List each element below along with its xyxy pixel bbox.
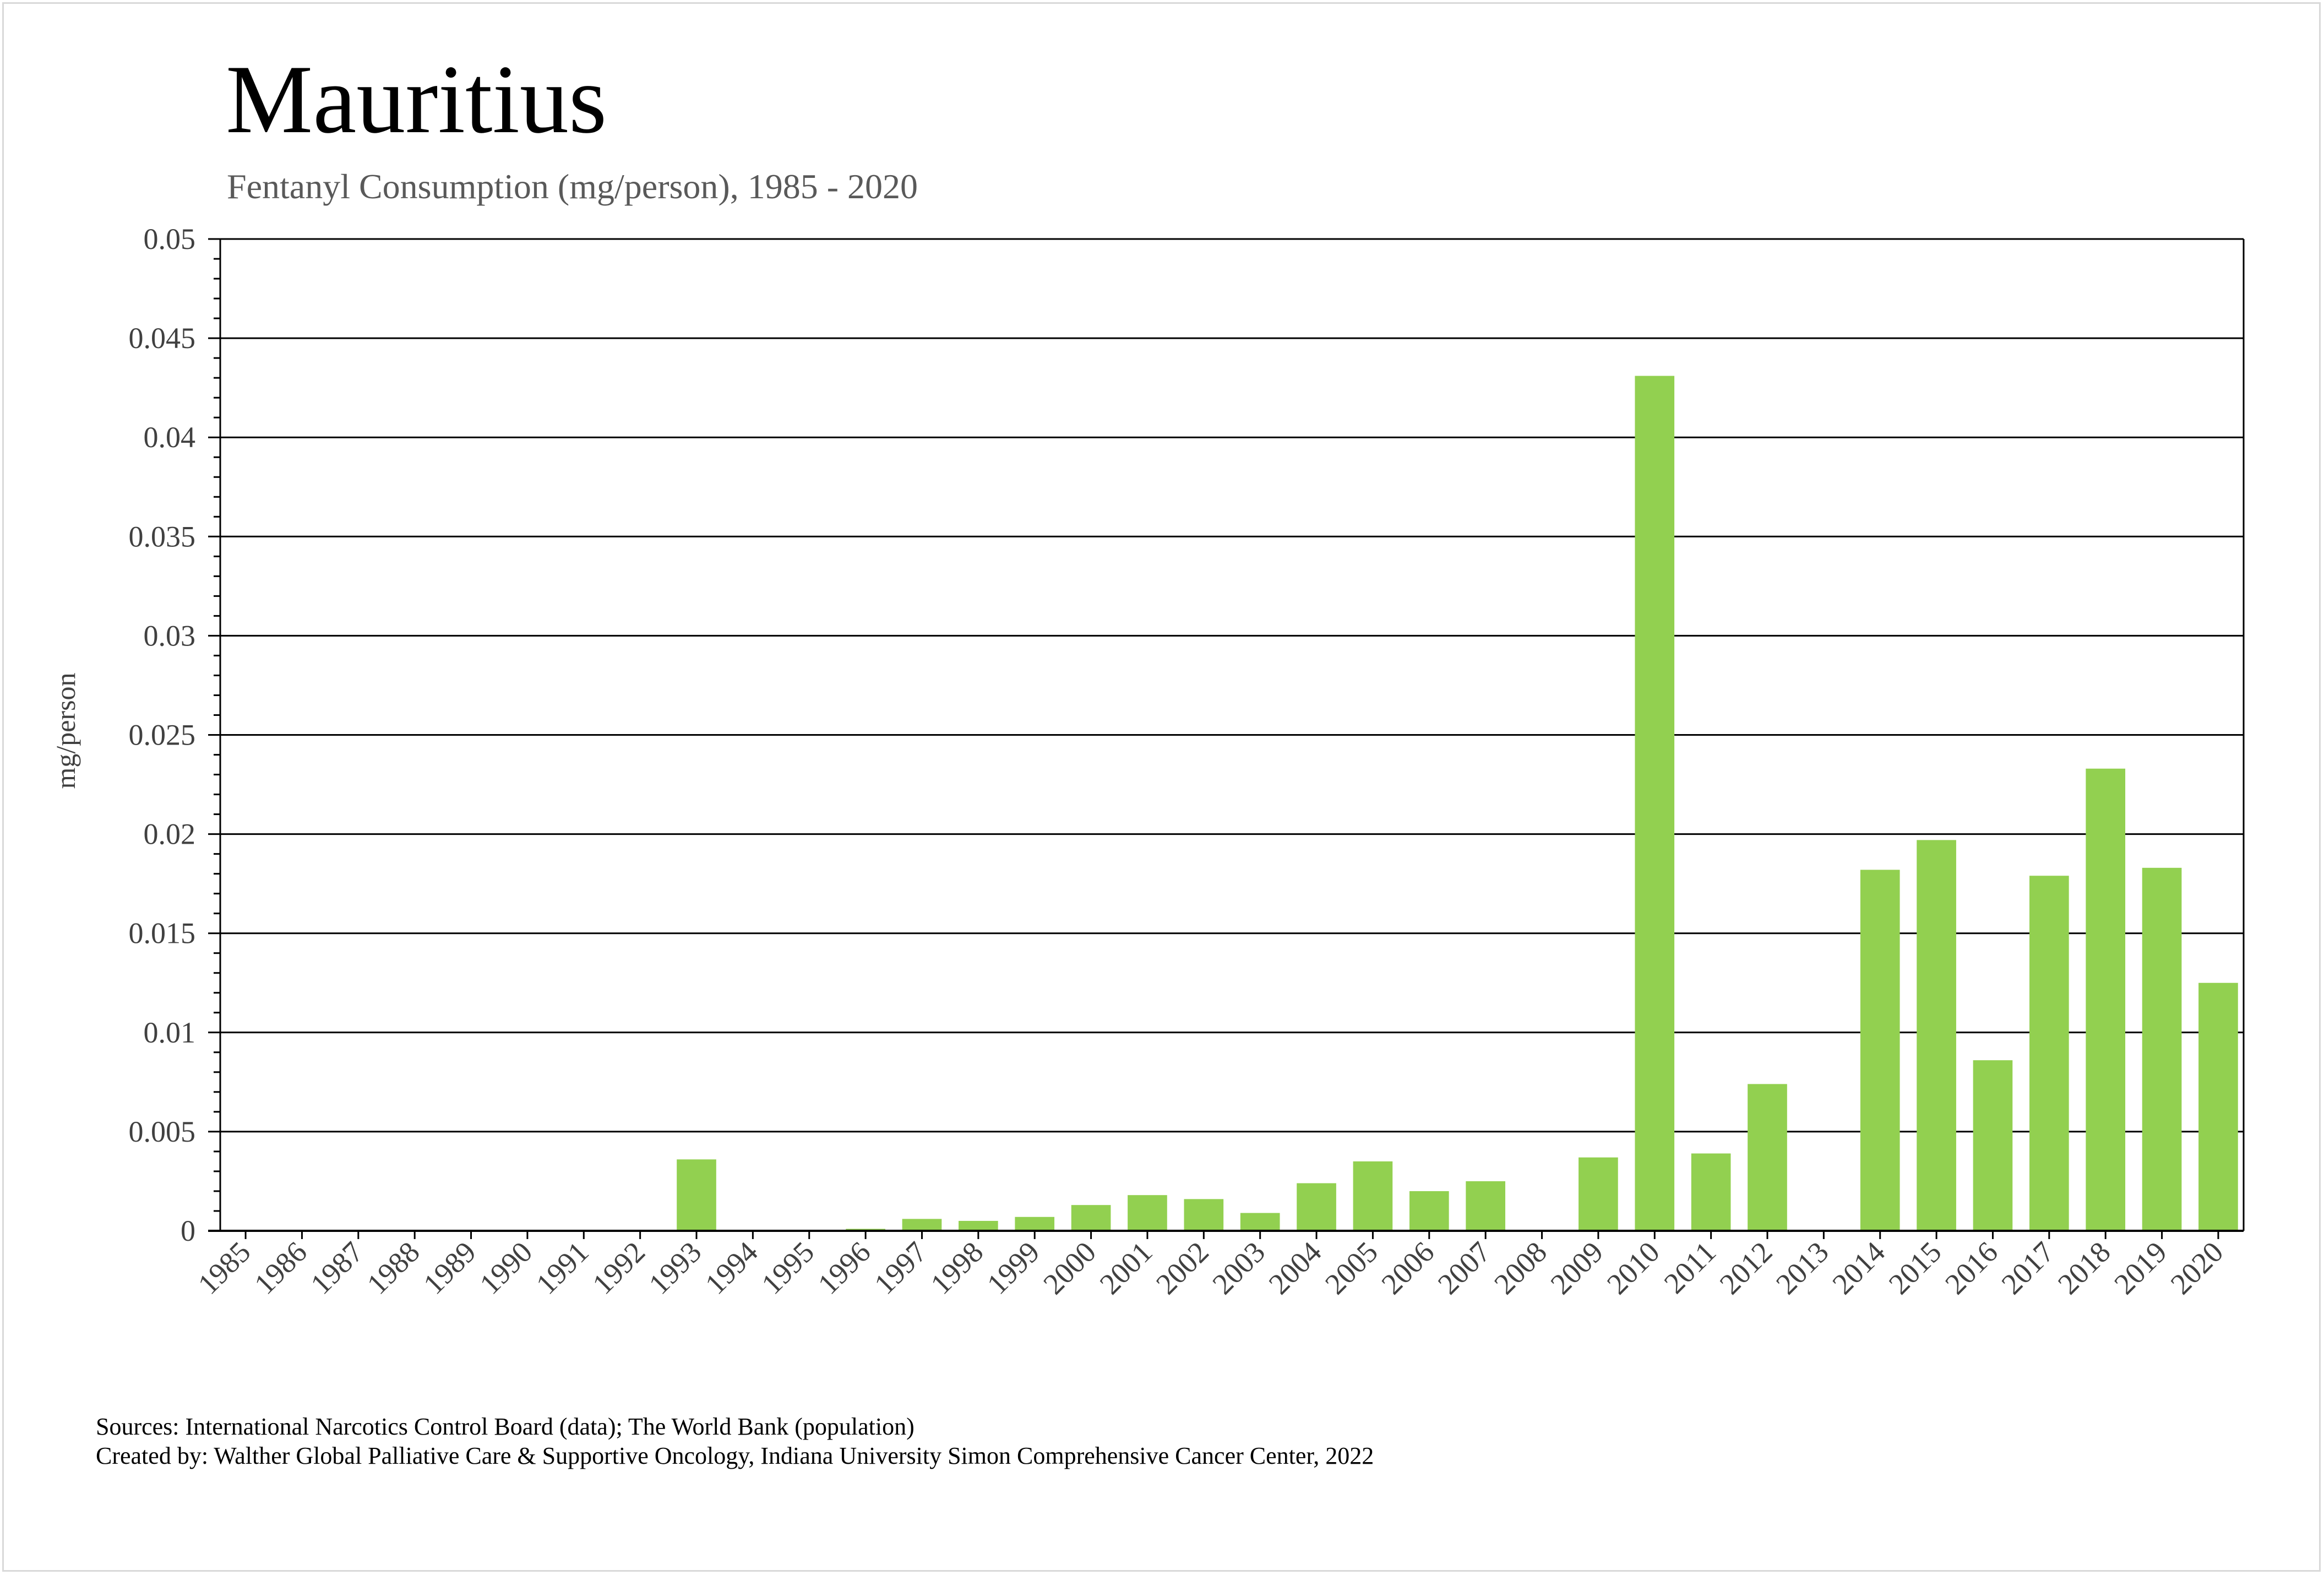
x-tick-label: 1994 <box>699 1235 764 1301</box>
footer-created-by: Created by: Walther Global Palliative Ca… <box>96 1442 1374 1469</box>
x-tick-label: 2009 <box>1544 1235 1610 1301</box>
bar-2000 <box>1071 1205 1111 1231</box>
bar-2010 <box>1635 376 1675 1231</box>
x-tick-label: 1987 <box>304 1235 369 1301</box>
bar-2017 <box>2029 876 2069 1231</box>
footer-sources: Sources: International Narcotics Control… <box>96 1413 915 1440</box>
x-tick-label: 1999 <box>981 1235 1046 1301</box>
y-tick-label: 0 <box>181 1214 195 1247</box>
x-tick-label: 2006 <box>1375 1235 1440 1301</box>
x-tick-label: 2014 <box>1826 1235 1891 1301</box>
bar-2006 <box>1409 1191 1449 1231</box>
y-tick-label: 0.04 <box>144 421 196 454</box>
y-tick-label: 0.03 <box>144 619 196 652</box>
bar-2001 <box>1128 1195 1167 1231</box>
bar-1999 <box>1015 1216 1055 1231</box>
bars <box>677 376 2238 1231</box>
x-tick-label: 1997 <box>868 1235 933 1301</box>
bar-1997 <box>902 1219 942 1231</box>
bar-2002 <box>1184 1199 1224 1231</box>
x-tick-label: 1995 <box>755 1235 820 1301</box>
x-tick-label: 1991 <box>530 1235 595 1301</box>
x-tick-label: 1998 <box>924 1235 990 1301</box>
x-tick-label: 2010 <box>1601 1235 1666 1301</box>
x-tick-label: 2011 <box>1658 1235 1722 1300</box>
bar-1993 <box>677 1159 716 1231</box>
x-tick-label: 2018 <box>2051 1235 2117 1301</box>
x-tick-labels: 1985198619871988198919901991199219931994… <box>192 1235 2230 1301</box>
x-tick-label: 1993 <box>643 1235 708 1301</box>
x-tick-label: 1996 <box>812 1235 877 1301</box>
x-tick-label: 1988 <box>361 1235 426 1301</box>
x-tick-label: 2007 <box>1432 1235 1497 1301</box>
x-tick-label: 1992 <box>586 1235 651 1301</box>
y-tick-label: 0.01 <box>144 1016 196 1049</box>
bar-2020 <box>2198 982 2238 1231</box>
x-tick-label: 2001 <box>1093 1235 1159 1301</box>
x-tick-label: 2016 <box>1939 1235 2004 1301</box>
x-tick-label: 2017 <box>1995 1235 2061 1301</box>
x-tick-label: 2019 <box>2108 1235 2173 1301</box>
bar-2014 <box>1860 870 1900 1231</box>
bar-2016 <box>1973 1060 2013 1231</box>
bar-2005 <box>1353 1161 1393 1231</box>
y-tick-label: 0.02 <box>144 818 196 851</box>
x-tick-label: 1990 <box>473 1235 539 1301</box>
x-tick-label: 2015 <box>1882 1235 1948 1301</box>
y-tick-label: 0.015 <box>129 917 196 950</box>
x-tick-label: 1986 <box>248 1235 313 1301</box>
x-tick-label: 2005 <box>1319 1235 1384 1301</box>
chart-title: Mauritius <box>226 45 607 154</box>
bar-2012 <box>1748 1084 1787 1231</box>
y-tick-label: 0.045 <box>129 322 196 355</box>
x-tick-label: 2012 <box>1713 1235 1779 1301</box>
y-tick-label: 0.05 <box>144 222 196 256</box>
x-tick-label: 1989 <box>417 1235 482 1301</box>
bar-2003 <box>1240 1213 1280 1231</box>
axes <box>208 238 2245 1239</box>
bar-2004 <box>1297 1183 1336 1231</box>
bar-1998 <box>959 1220 998 1231</box>
y-axis-title: mg/person <box>50 672 81 789</box>
bar-2011 <box>1691 1153 1731 1231</box>
bar-2019 <box>2142 867 2182 1231</box>
y-tick-labels: 0 0.005 0.01 0.015 0.02 0.025 0.03 0.035 0.04 0.0… <box>129 222 196 1247</box>
bar-2018 <box>2086 768 2126 1231</box>
x-tick-label: 2020 <box>2164 1235 2230 1301</box>
bar-2015 <box>1917 840 1956 1231</box>
x-tick-label: 2002 <box>1150 1235 1215 1301</box>
y-tick-label: 0.025 <box>129 719 196 752</box>
y-tick-label: 0.035 <box>129 520 196 553</box>
chart-subtitle: Fentanyl Consumption (mg/person), 1985 -… <box>227 167 918 206</box>
x-tick-label: 2008 <box>1488 1235 1553 1301</box>
bar-2009 <box>1579 1157 1618 1231</box>
x-tick-label: 1985 <box>192 1235 257 1301</box>
x-tick-label: 2003 <box>1206 1235 1271 1301</box>
y-tick-label: 0.005 <box>129 1115 196 1148</box>
x-tick-label: 2013 <box>1770 1235 1835 1301</box>
gridlines <box>220 238 2244 1133</box>
bar-2007 <box>1466 1181 1505 1231</box>
x-tick-label: 2004 <box>1262 1235 1328 1301</box>
x-tick-label: 2000 <box>1037 1235 1102 1301</box>
